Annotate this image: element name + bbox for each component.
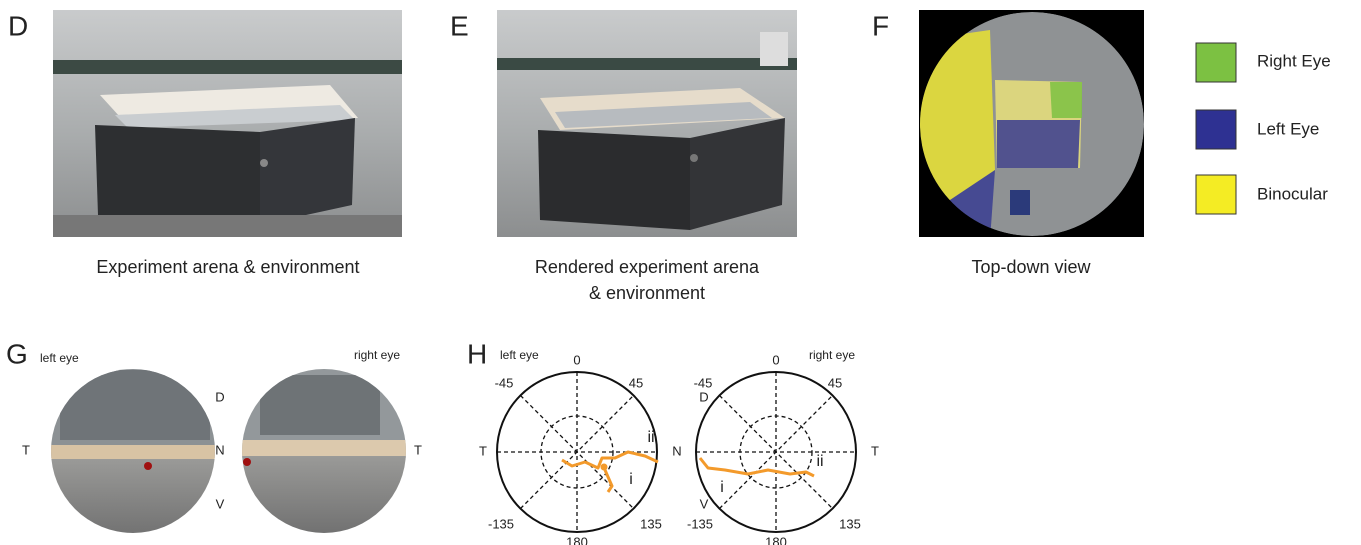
angle-label: -135	[687, 516, 713, 531]
angle-label: 180	[765, 534, 787, 545]
angle-label: 180	[566, 534, 588, 545]
legend-label: Right Eye	[1257, 51, 1331, 70]
trajectory	[700, 458, 814, 476]
orientation-label: N	[215, 442, 224, 457]
eye-title: left eye	[500, 348, 539, 362]
orientation-label: N	[672, 443, 681, 458]
figure: D Experiment arena & environment E Rende…	[0, 0, 1361, 545]
angle-label: 135	[839, 516, 861, 531]
angle-label: 135	[640, 516, 662, 531]
left-eye-view	[50, 368, 220, 539]
eye-title: right eye	[809, 348, 855, 362]
angle-label: 0	[573, 352, 580, 367]
photo-top-down	[919, 10, 1144, 240]
caption: & environment	[589, 283, 705, 303]
caption: Top-down view	[971, 257, 1091, 277]
right-eye-view	[241, 368, 411, 536]
legend-swatch	[1196, 175, 1236, 214]
legend-label: Left Eye	[1257, 119, 1319, 138]
orientation-label: T	[479, 443, 487, 458]
caption: Experiment arena & environment	[96, 257, 359, 277]
angle-label: 45	[828, 375, 842, 390]
legend-label: Binocular	[1257, 184, 1328, 203]
angle-label: -45	[495, 375, 514, 390]
photo-arena	[53, 10, 402, 237]
orientation-label: T	[871, 443, 879, 458]
trajectory-point	[601, 464, 608, 471]
angle-label: -135	[488, 516, 514, 531]
panel-letter: H	[467, 338, 487, 369]
orientation-label: D	[699, 389, 708, 404]
point-label: i	[720, 479, 724, 496]
legend: Right Eye Left Eye Binocular	[1196, 43, 1331, 214]
photo-rendered-arena	[497, 10, 797, 237]
orientation-label: V	[216, 496, 225, 511]
panel-letter: D	[8, 10, 28, 41]
orientation-label: T	[414, 442, 422, 457]
orientation-label: T	[22, 442, 30, 457]
point-label: ii	[647, 429, 654, 446]
point-label: ii	[816, 453, 823, 470]
panel-letter: G	[6, 338, 28, 369]
orientation-label: V	[700, 496, 709, 511]
angle-label: 0	[772, 352, 779, 367]
legend-swatch	[1196, 43, 1236, 82]
point-label: i	[629, 471, 633, 488]
legend-swatch	[1196, 110, 1236, 149]
orientation-label: D	[215, 389, 224, 404]
panel-letter: F	[872, 10, 889, 41]
eye-title: left eye	[40, 351, 79, 365]
panel-letter: E	[450, 10, 469, 41]
angle-label: -45	[694, 375, 713, 390]
caption: Rendered experiment arena	[535, 257, 760, 277]
angle-label: 45	[629, 375, 643, 390]
eye-title: right eye	[354, 348, 400, 362]
